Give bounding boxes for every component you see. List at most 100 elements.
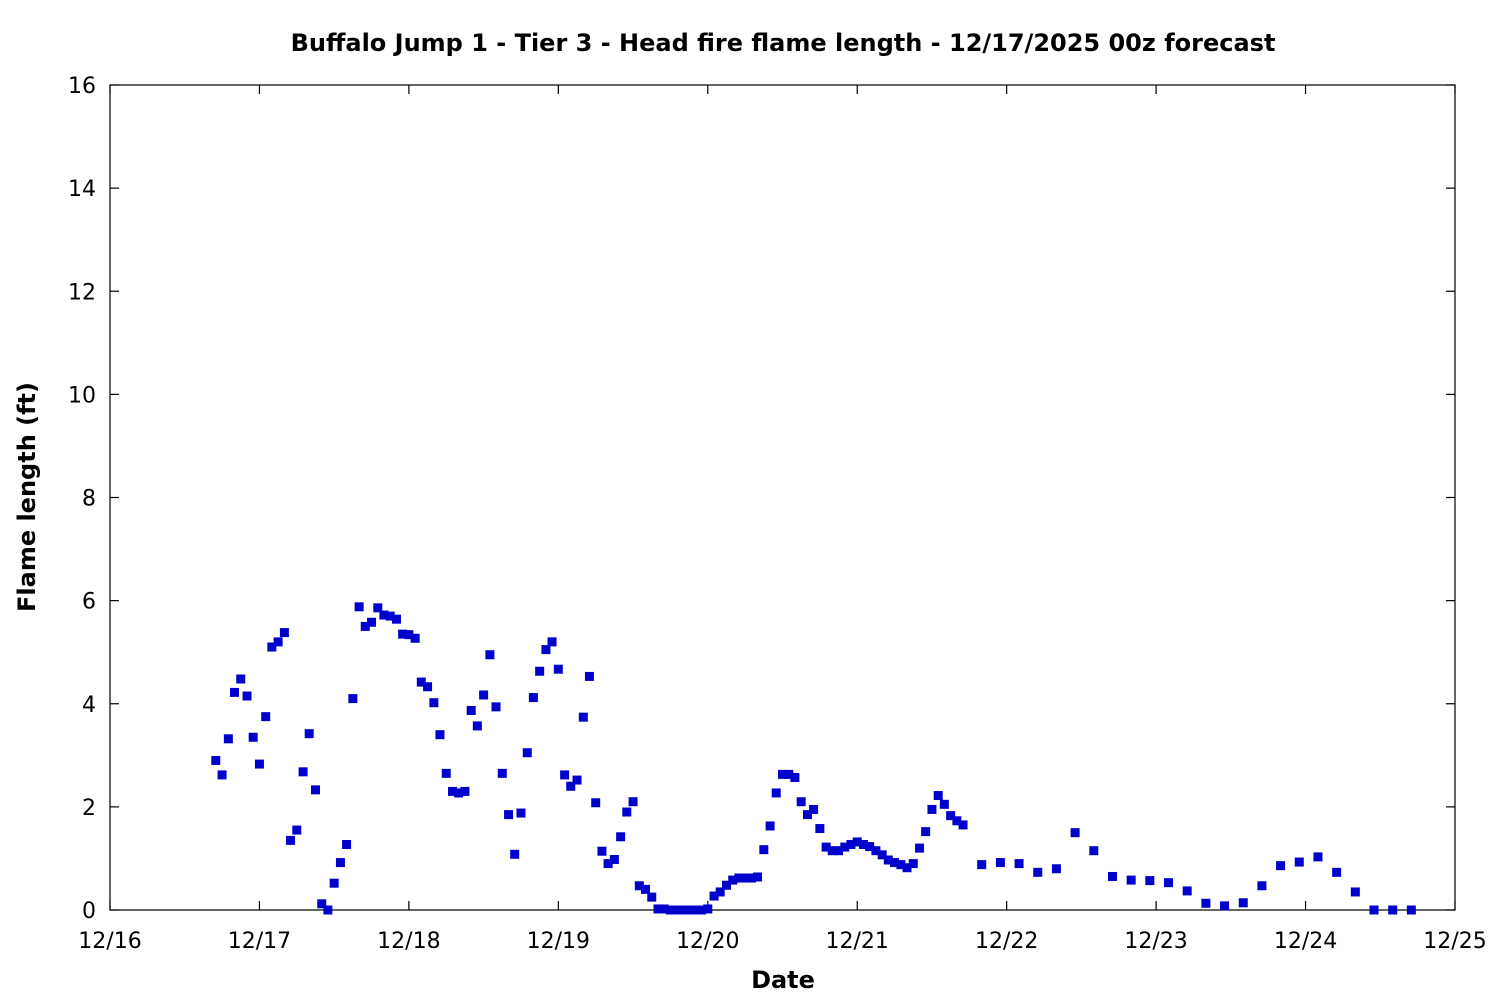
data-point: [653, 904, 663, 914]
data-point: [809, 804, 819, 814]
data-point: [1276, 861, 1286, 871]
data-point: [485, 650, 495, 660]
data-point: [690, 905, 700, 915]
data-point: [286, 835, 296, 845]
x-tick-label: 12/16: [78, 929, 141, 954]
data-point: [933, 791, 943, 801]
data-point: [261, 712, 271, 722]
data-point: [858, 840, 868, 850]
x-tick-label: 12/19: [527, 929, 590, 954]
data-point: [435, 730, 445, 740]
data-point: [1089, 846, 1099, 856]
data-point: [1201, 898, 1211, 908]
data-point: [510, 849, 520, 859]
data-point: [915, 843, 925, 853]
data-point: [367, 617, 377, 627]
data-point: [373, 603, 383, 613]
data-point: [441, 768, 451, 778]
data-point: [759, 845, 769, 855]
data-point: [628, 797, 638, 807]
data-point: [423, 682, 433, 692]
data-point: [497, 768, 507, 778]
data-point: [1164, 878, 1174, 888]
x-tick-label: 12/20: [676, 929, 739, 954]
y-tick-label: 10: [68, 383, 96, 408]
data-point: [547, 637, 557, 647]
data-point: [709, 891, 719, 901]
data-point: [404, 630, 414, 640]
data-point: [784, 769, 794, 779]
x-axis-label: Date: [751, 966, 815, 994]
y-tick-label: 6: [82, 590, 96, 615]
data-point: [560, 770, 570, 780]
data-point: [715, 887, 725, 897]
data-point: [883, 855, 893, 865]
data-point: [946, 811, 956, 821]
data-point: [765, 821, 775, 831]
data-point: [815, 824, 825, 834]
data-point: [416, 677, 426, 687]
data-point: [1070, 828, 1080, 838]
data-point: [921, 827, 931, 837]
y-tick-label: 12: [68, 280, 96, 305]
data-point: [329, 878, 339, 888]
data-point: [553, 664, 563, 674]
data-point: [834, 846, 844, 856]
data-point: [728, 875, 738, 885]
data-point: [398, 629, 408, 639]
data-point: [597, 846, 607, 856]
data-point: [279, 628, 289, 638]
data-point: [672, 905, 682, 915]
data-point: [622, 807, 632, 817]
y-tick-label: 16: [68, 74, 96, 99]
y-tick-label: 4: [82, 693, 96, 718]
data-point: [535, 666, 545, 676]
data-point: [1014, 859, 1024, 869]
data-point: [665, 905, 675, 915]
data-point: [616, 832, 626, 842]
data-point: [454, 788, 464, 798]
data-point: [304, 729, 314, 739]
data-point: [1406, 905, 1416, 915]
data-point: [254, 759, 264, 769]
data-point: [927, 804, 937, 814]
data-point: [939, 799, 949, 809]
x-tick-label: 12/23: [1124, 929, 1187, 954]
data-point: [647, 892, 657, 902]
data-point: [778, 769, 787, 779]
data-point: [952, 816, 962, 826]
data-point: [659, 904, 669, 914]
data-point: [796, 797, 806, 807]
data-point: [379, 610, 389, 620]
x-tick-label: 12/18: [377, 929, 440, 954]
data-point: [236, 674, 246, 684]
x-tick-label: 12/24: [1274, 929, 1337, 954]
data-point: [865, 842, 875, 852]
data-point: [697, 905, 707, 915]
data-point: [908, 859, 918, 869]
data-point: [790, 772, 800, 782]
data-point: [1051, 864, 1061, 874]
data-point: [342, 840, 352, 850]
data-point: [572, 775, 582, 785]
data-point: [566, 781, 576, 791]
data-point: [821, 842, 831, 852]
data-point: [1257, 881, 1267, 891]
data-point: [479, 690, 489, 700]
y-tick-label: 2: [82, 796, 96, 821]
data-point: [429, 698, 439, 708]
data-point: [1238, 898, 1248, 908]
data-point: [1332, 867, 1342, 877]
data-point: [734, 873, 744, 883]
data-points: [211, 602, 1416, 915]
data-point: [466, 705, 476, 715]
data-point: [354, 602, 364, 612]
y-axis-label: Flame length (ft): [13, 382, 41, 612]
data-point: [541, 645, 551, 655]
data-point: [846, 840, 856, 850]
data-point: [1126, 875, 1136, 885]
x-tick-label: 12/25: [1423, 929, 1486, 954]
x-tick-label: 12/17: [228, 929, 291, 954]
data-point: [977, 860, 987, 870]
